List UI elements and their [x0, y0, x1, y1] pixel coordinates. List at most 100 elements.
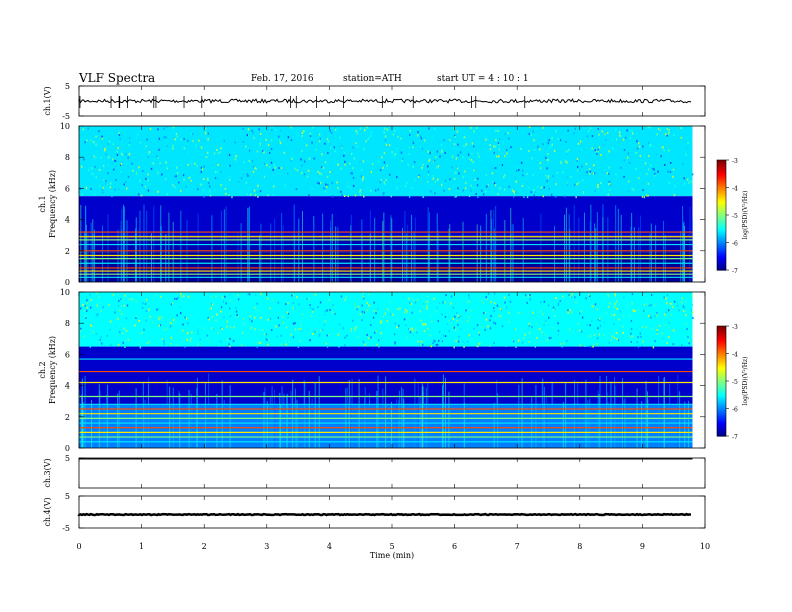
spectrogram-speckle — [454, 315, 456, 318]
spectrogram-streak — [687, 400, 689, 448]
spectrogram-speckle — [547, 159, 549, 162]
spectrogram-speckle — [599, 324, 602, 327]
spectrogram-speckle — [326, 302, 329, 305]
spectrogram-speckle — [506, 305, 509, 308]
spectrogram-speckle — [618, 318, 620, 321]
spectrogram-speckle — [628, 161, 631, 164]
spectrogram-speckle — [191, 331, 193, 334]
spectrogram-speckle — [251, 190, 253, 193]
spectrogram-speckle — [608, 150, 610, 153]
spectrogram-streak — [649, 233, 651, 282]
spectrogram-speckle — [417, 340, 419, 343]
spectrogram-speckle — [215, 319, 217, 322]
spectrogram-speckle — [364, 299, 366, 302]
spectrogram-speckle — [517, 339, 520, 342]
spectrogram-streak — [350, 395, 352, 448]
spectrogram-speckle — [493, 167, 495, 170]
spectrogram-speckle — [295, 188, 298, 191]
spectrogram-speckle — [542, 195, 545, 198]
spectrogram-streak — [480, 225, 482, 282]
colorbar-step — [717, 189, 726, 192]
spectrogram-speckle — [91, 323, 93, 326]
spectrogram-speckle — [683, 183, 686, 186]
spectrogram-speckle — [423, 139, 426, 142]
spectrogram-speckle — [436, 150, 439, 153]
spectrogram-speckle — [312, 126, 314, 129]
y-tick-label: 8 — [65, 153, 70, 162]
spectrogram-speckle — [227, 164, 229, 167]
spectrogram-speckle — [668, 128, 670, 131]
spectrogram-speckle — [691, 304, 693, 307]
colorbar-tick-label: -3 — [732, 158, 738, 165]
colorbar-step — [717, 362, 726, 366]
spectrogram-speckle — [142, 302, 144, 305]
spectrogram-speckle — [361, 319, 363, 322]
spectrogram-speckle — [294, 322, 296, 325]
spectrogram-speckle — [333, 146, 336, 149]
spectrogram-speckle — [349, 186, 352, 189]
spectrogram-speckle — [594, 141, 596, 144]
spectrogram-streak — [607, 402, 609, 448]
spectrogram-speckle — [636, 140, 638, 143]
spectrogram-streak — [87, 233, 89, 282]
spectrogram-streak — [266, 400, 268, 448]
spectrogram-speckle — [398, 324, 400, 327]
colorbar-step — [717, 382, 726, 386]
spectrogram-speckle — [327, 304, 330, 307]
spectrogram-speckle — [651, 328, 654, 331]
x-axis-label: Time (min) — [370, 551, 414, 560]
spectrogram-speckle — [350, 330, 352, 333]
spectrogram-speckle — [326, 309, 328, 312]
spectrogram-speckle — [507, 189, 510, 192]
spectrogram-speckle — [407, 317, 410, 320]
spectrogram-speckle — [383, 161, 386, 164]
colorbar-step — [717, 355, 726, 358]
spectrogram-speckle — [125, 317, 127, 320]
spectrogram-speckle — [668, 131, 670, 134]
spectrogram-speckle — [303, 130, 305, 133]
spectrogram-speckle — [559, 160, 562, 163]
spectrogram-speckle — [158, 137, 161, 140]
spectrogram-speckle — [516, 166, 519, 169]
spectrogram-speckle — [211, 303, 214, 306]
spectrogram-speckle — [234, 302, 236, 305]
spectrogram-speckle — [246, 134, 249, 137]
spectrogram-speckle — [97, 313, 99, 316]
spectrogram-streak — [682, 222, 684, 282]
spectrogram-speckle — [421, 294, 424, 297]
spectrogram-speckle — [664, 313, 666, 316]
spectrogram-speckle — [131, 298, 133, 301]
spectrogram-speckle — [397, 307, 399, 310]
colorbar-step — [717, 231, 726, 234]
spectrogram-speckle — [570, 295, 573, 298]
spectrogram-speckle — [429, 334, 432, 337]
spectrogram-speckle — [254, 328, 256, 331]
spectrogram-speckle — [506, 331, 508, 334]
spectrogram-speckle — [254, 194, 257, 197]
spectrogram-speckle — [654, 315, 656, 318]
spectrogram-speckle — [83, 158, 85, 161]
spectrogram-speckle — [555, 183, 557, 186]
spectrogram-speckle — [268, 317, 270, 320]
spectrogram-speckle — [220, 306, 223, 309]
spectrogram-speckle — [623, 176, 625, 179]
spectrogram-speckle — [642, 312, 644, 315]
spectrogram-speckle — [114, 159, 117, 162]
spectrogram-speckle — [344, 298, 346, 301]
spectrogram-speckle — [256, 309, 259, 312]
spectrogram-speckle — [146, 138, 148, 141]
spectrogram-speckle — [653, 304, 655, 307]
spectrogram-speckle — [300, 171, 303, 174]
spectrogram-speckle — [591, 304, 593, 307]
spectrogram-speckle — [240, 344, 243, 347]
spectrogram-speckle — [243, 323, 246, 326]
spectrogram-speckle — [235, 310, 238, 313]
spectrogram-speckle — [292, 336, 295, 339]
spectrogram-speckle — [344, 344, 346, 347]
spectrogram-speckle — [148, 152, 150, 155]
spectrogram-speckle — [176, 166, 178, 169]
spectrogram-speckle — [156, 308, 158, 311]
spectrogram-speckle — [163, 339, 165, 342]
spectrogram-streak — [554, 225, 556, 282]
spectrogram-speckle — [124, 339, 126, 342]
